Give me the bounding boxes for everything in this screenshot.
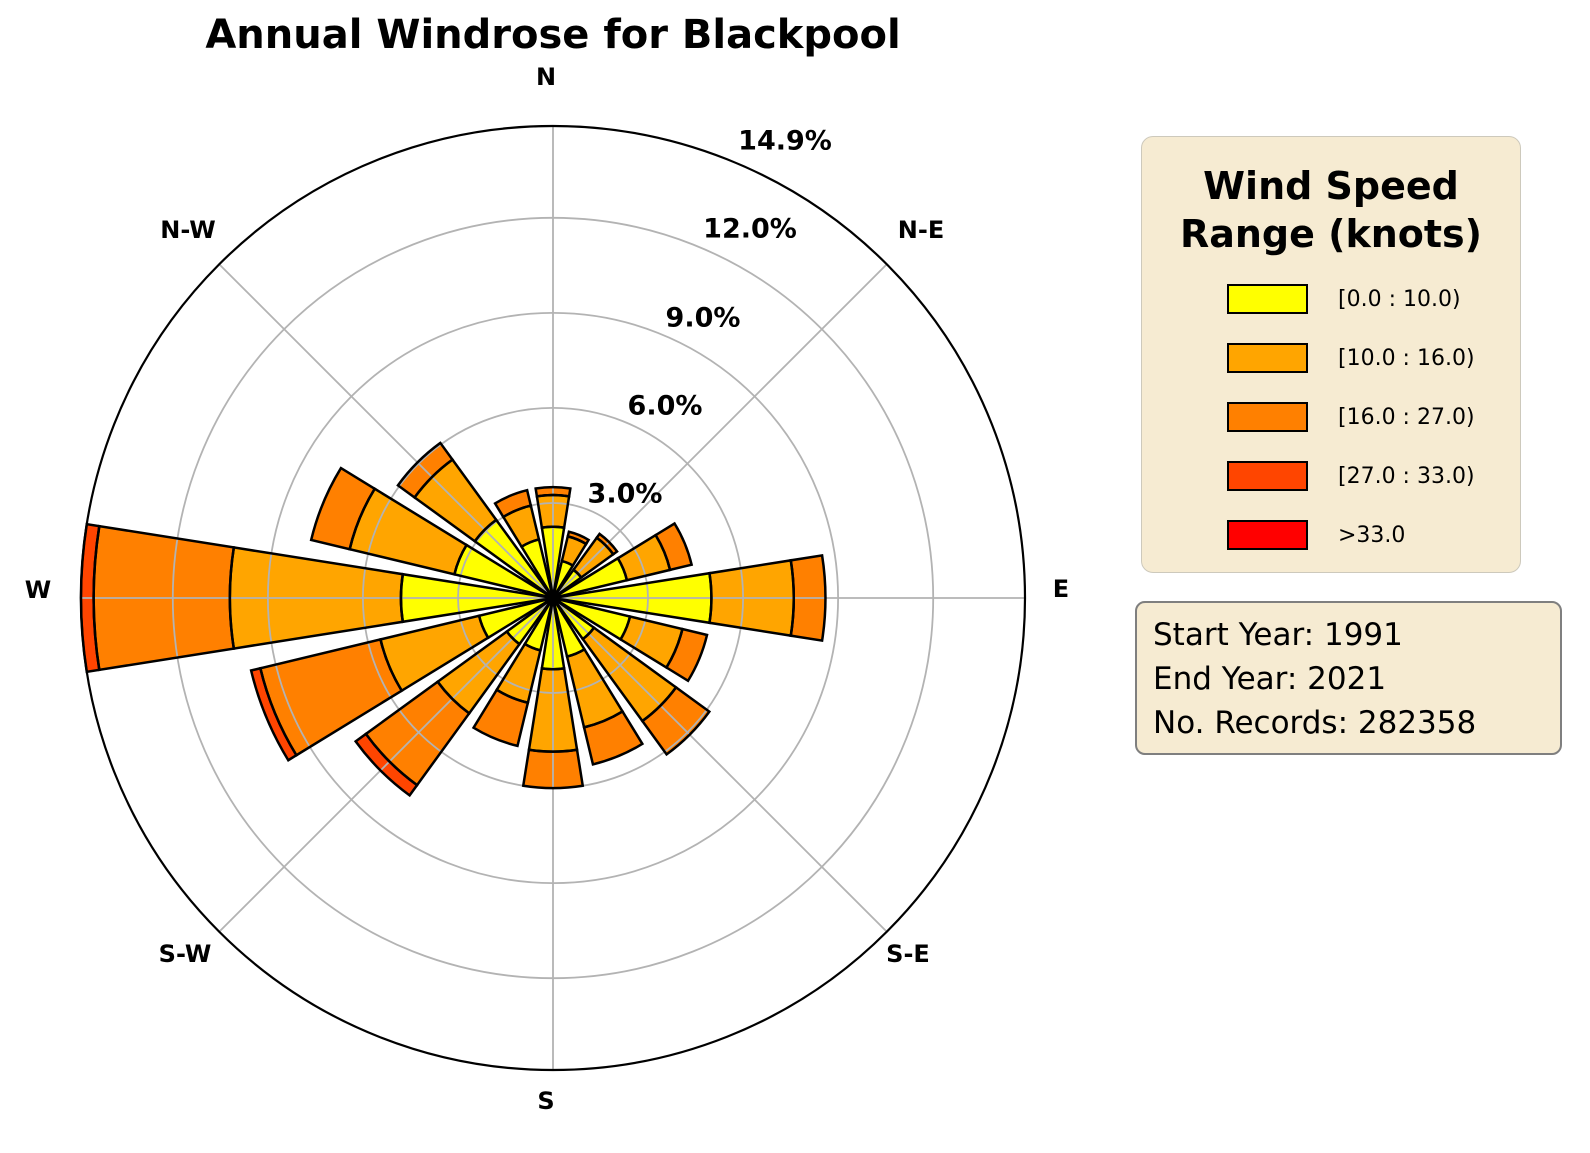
chart-title: Annual Windrose for Blackpool [205,12,901,58]
legend-swatch [1227,343,1308,373]
petal-N-bin2-outline [534,485,572,498]
petal-ESE-bin2-outline [664,627,709,683]
legend-item: [16.0 : 27.0) [1227,402,1520,432]
legend-title: Wind Speed Range (knots) [1179,164,1483,256]
legend-range-label: [27.0 : 33.0) [1338,463,1475,489]
petal-S-bin2-outline [521,748,585,790]
legend-swatch [1227,284,1308,314]
petal-WNW-bin1-fill [349,488,467,575]
info-box: Start Year: 1991 End Year: 2021 No. Reco… [1135,601,1562,755]
legend-range-label: [0.0 : 10.0) [1338,286,1461,312]
petal-NNW-bin2-outline [493,488,533,519]
petal-WNW-bin0-fill [454,545,553,598]
legend-item: >33.0 [1227,520,1520,550]
petal-ESE-bin1-fill [620,616,683,668]
compass-label-N-W: N-W [160,216,216,244]
radial-tick-12.0%: 12.0% [703,213,797,245]
petal-ENE-bin1-fill [617,535,671,581]
petal-SSW-bin2-fill [473,689,528,746]
petal-NE-bin2-outline [595,532,619,556]
petal-WNW-bin2-fill [311,468,375,550]
legend-range-label: [10.0 : 16.0) [1338,345,1475,371]
legend-swatch [1227,520,1308,550]
petal-SSW-bin1-fill [496,643,541,703]
petal-NNE-bin2-fill [567,531,589,544]
petal-WSW-bin1-fill [380,615,489,691]
legend: Wind Speed Range (knots) [0.0 : 10.0) [10… [1141,136,1521,573]
compass-label-W: W [24,576,52,604]
petal-NNW-bin2-fill [495,490,531,517]
legend-range-label: [16.0 : 27.0) [1338,404,1475,430]
petal-SW-bin3-outline [353,732,419,798]
radial-tick-14.9%: 14.9% [738,125,832,157]
petal-W-bin3-outline [79,522,101,674]
legend-swatch [1227,402,1308,432]
info-record-count: No. Records: 282358 [1153,705,1477,741]
legend-swatch [1227,461,1308,491]
petal-ENE-bin2-outline [653,521,694,572]
petal-E-bin2-outline [789,553,827,643]
compass-label-N-E: N-E [897,216,945,244]
petal-ENE-bin2-fill [655,523,692,570]
info-end-year: End Year: 2021 [1153,661,1387,697]
radial-tick-6.0%: 6.0% [627,390,703,422]
petal-WSW-bin3-outline [249,666,299,762]
compass-label-N: N [535,63,557,91]
petal-NW-bin2-outline [396,441,455,500]
grid-spoke-225deg [218,597,554,933]
petal-NNE-bin1-fill [561,536,587,566]
petal-WNW-bin2-outline [309,466,377,551]
petal-NNW-bin1-fill [503,505,539,547]
petal-SSW-bin2-outline [471,688,530,748]
petal-WSW-bin2-fill [260,639,402,756]
grid-spoke-135deg [552,597,888,933]
petal-SE-bin2-outline [640,685,712,757]
compass-label-S: S [537,1087,555,1115]
radial-tick-3.0%: 3.0% [587,478,663,510]
legend-item: [0.0 : 10.0) [1227,284,1520,314]
legend-item-list: [0.0 : 10.0) [10.0 : 16.0) [16.0 : 27.0) [2… [1142,284,1520,550]
petal-SSE-bin1-fill [567,649,623,728]
legend-range-label: >33.0 [1338,522,1406,548]
compass-label-S-E: S-E [886,940,930,968]
petal-outlines [79,441,827,798]
compass-label-E: E [1052,575,1070,603]
petal-SSE-bin2-outline [582,709,645,766]
legend-item: [10.0 : 16.0) [1227,343,1520,373]
compass-label-S-W: S-W [158,940,212,968]
grid-spoke-315deg [218,263,554,599]
petal-ESE-bin2-fill [666,629,708,681]
info-start-year: Start Year: 1991 [1153,617,1403,653]
radial-tick-9.0%: 9.0% [665,302,741,334]
legend-item: [27.0 : 33.0) [1227,461,1520,491]
petal-NNE-bin2-outline [566,530,591,546]
